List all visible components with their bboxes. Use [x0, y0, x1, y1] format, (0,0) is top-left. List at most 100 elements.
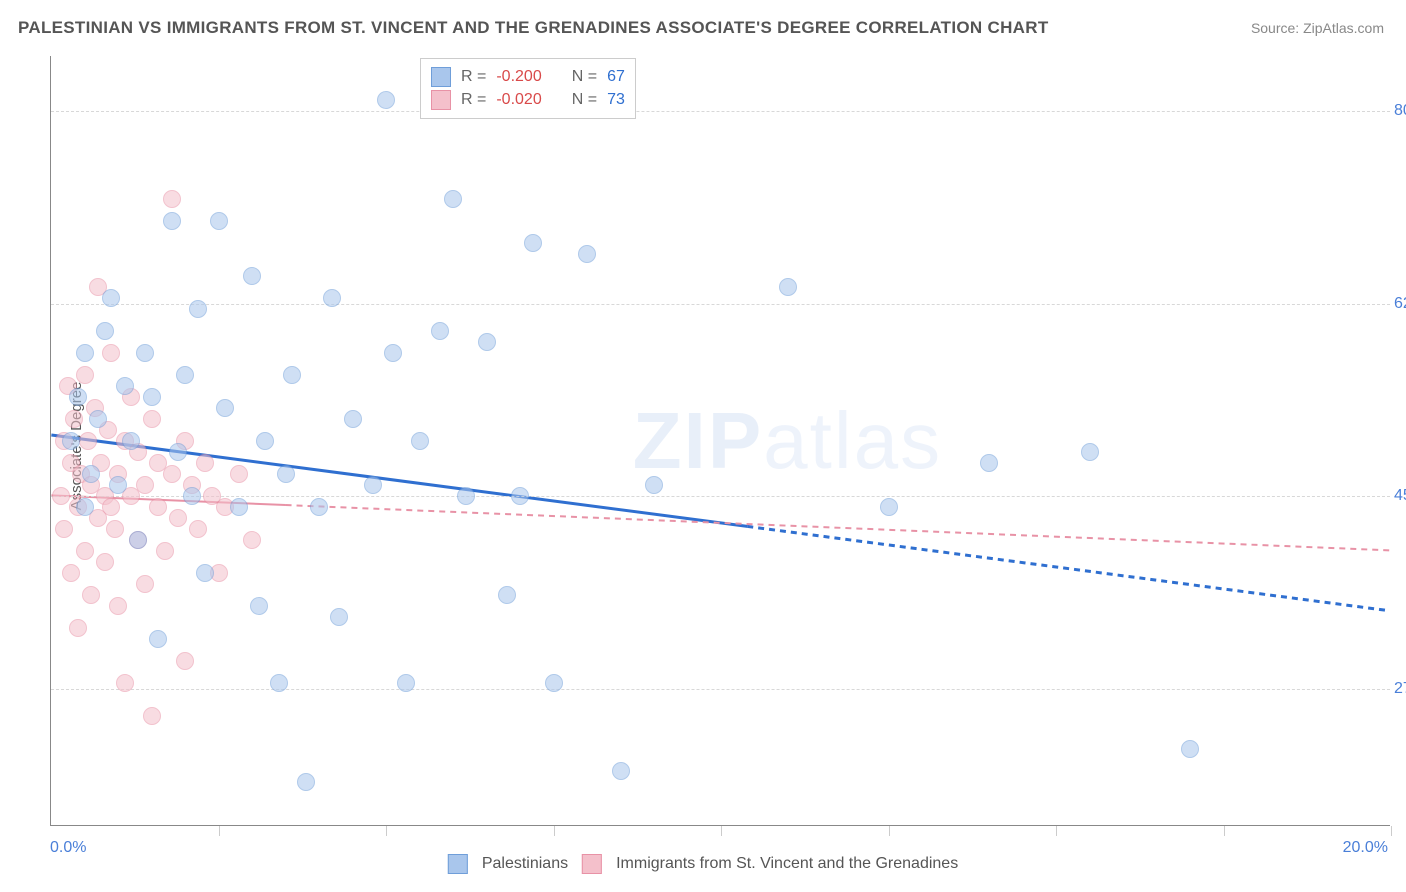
gridline-h — [51, 689, 1390, 690]
data-point — [176, 366, 194, 384]
data-point — [344, 410, 362, 428]
legend-swatch — [431, 90, 451, 110]
data-point — [210, 212, 228, 230]
data-point — [176, 652, 194, 670]
data-point — [431, 322, 449, 340]
legend-r-value: -0.020 — [496, 91, 541, 109]
tick-v — [386, 826, 387, 836]
tick-v — [1391, 826, 1392, 836]
data-point — [69, 388, 87, 406]
data-point — [397, 674, 415, 692]
data-point — [880, 498, 898, 516]
data-point — [283, 366, 301, 384]
data-point — [364, 476, 382, 494]
legend-swatch — [431, 67, 451, 87]
data-point — [55, 520, 73, 538]
data-point — [136, 575, 154, 593]
x-axis-min: 0.0% — [50, 839, 86, 857]
data-point — [444, 190, 462, 208]
data-point — [310, 498, 328, 516]
data-point — [330, 608, 348, 626]
data-point — [149, 498, 167, 516]
source-link[interactable]: ZipAtlas.com — [1303, 20, 1384, 36]
data-point — [169, 443, 187, 461]
data-point — [163, 190, 181, 208]
data-point — [243, 531, 261, 549]
data-point — [216, 399, 234, 417]
data-point — [82, 586, 100, 604]
data-point — [136, 344, 154, 362]
legend-stats: R =-0.200N =67 R = -0.020 N = 73 — [420, 58, 636, 119]
data-point — [149, 630, 167, 648]
data-point — [79, 432, 97, 450]
data-point — [980, 454, 998, 472]
data-point — [102, 344, 120, 362]
chart-title: PALESTINIAN VS IMMIGRANTS FROM ST. VINCE… — [18, 18, 1049, 38]
tick-v — [219, 826, 220, 836]
data-point — [129, 531, 147, 549]
source-prefix: Source: — [1251, 20, 1303, 36]
data-point — [143, 388, 161, 406]
legend-stat-row: R = -0.020 N = 73 — [431, 90, 625, 110]
legend-r-label: R = — [461, 91, 486, 109]
data-point — [163, 465, 181, 483]
watermark: ZIPatlas — [633, 395, 942, 487]
data-point — [196, 564, 214, 582]
legend-swatch — [582, 854, 602, 874]
data-point — [69, 619, 87, 637]
tick-v — [1224, 826, 1225, 836]
data-point — [82, 465, 100, 483]
data-point — [163, 212, 181, 230]
data-point — [457, 487, 475, 505]
data-point — [65, 410, 83, 428]
data-point — [498, 586, 516, 604]
legend-series-label: Immigrants from St. Vincent and the Gren… — [616, 855, 958, 873]
legend-stat-row: R =-0.200N =67 — [431, 67, 625, 87]
data-point — [645, 476, 663, 494]
data-point — [1181, 740, 1199, 758]
legend-n-value: 73 — [607, 91, 625, 109]
plot-area: ZIPatlas 27.5%45.0%62.5%80.0% — [50, 56, 1390, 826]
data-point — [243, 267, 261, 285]
tick-v — [889, 826, 890, 836]
tick-v — [721, 826, 722, 836]
x-axis-max: 20.0% — [1343, 839, 1388, 857]
data-point — [102, 498, 120, 516]
data-point — [89, 410, 107, 428]
data-point — [270, 674, 288, 692]
data-point — [578, 245, 596, 263]
data-point — [779, 278, 797, 296]
gridline-h — [51, 111, 1390, 112]
data-point — [478, 333, 496, 351]
data-point — [96, 322, 114, 340]
data-point — [189, 300, 207, 318]
tick-v — [554, 826, 555, 836]
data-point — [143, 410, 161, 428]
data-point — [545, 674, 563, 692]
data-point — [62, 564, 80, 582]
y-tick-label: 27.5% — [1394, 680, 1406, 698]
tick-v — [1056, 826, 1057, 836]
data-point — [122, 432, 140, 450]
data-point — [411, 432, 429, 450]
watermark-atlas: atlas — [763, 396, 942, 485]
legend-r-value: -0.200 — [496, 68, 541, 86]
data-point — [169, 509, 187, 527]
legend-swatch — [448, 854, 468, 874]
legend-n-label: N = — [572, 91, 597, 109]
data-point — [189, 520, 207, 538]
data-point — [156, 542, 174, 560]
data-point — [62, 432, 80, 450]
data-point — [96, 553, 114, 571]
legend-series: Palestinians Immigrants from St. Vincent … — [448, 854, 958, 874]
data-point — [183, 487, 201, 505]
data-point — [524, 234, 542, 252]
data-point — [1081, 443, 1099, 461]
y-tick-label: 45.0% — [1394, 487, 1406, 505]
data-point — [76, 344, 94, 362]
watermark-zip: ZIP — [633, 396, 763, 485]
data-point — [297, 773, 315, 791]
legend-series-label: Palestinians — [482, 855, 568, 873]
data-point — [109, 476, 127, 494]
data-point — [250, 597, 268, 615]
